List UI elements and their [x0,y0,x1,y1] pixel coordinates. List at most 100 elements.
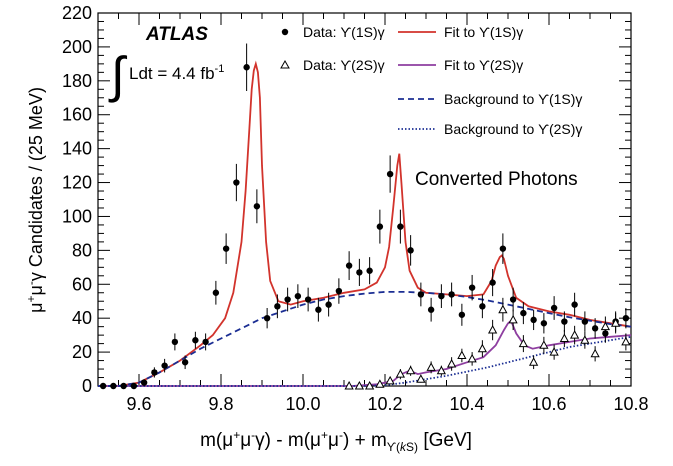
legend-label: Background to ϒ(1S)γ [444,91,582,107]
data-point-2s [344,380,354,390]
axis-label-part: - [339,428,343,442]
legend-label: Fit to ϒ(2S)γ [444,57,523,73]
luminosity-prefix: Ldt = 4.4 fb [129,64,215,83]
data-point-2s [436,365,447,375]
axis-label-part: k [400,440,407,454]
y-tick-label: 40 [72,308,92,328]
luminosity-exponent: -1 [215,63,225,75]
axis-label-part: + [24,296,38,303]
x-tick-label: 10.4 [449,394,484,414]
data-point-1s [591,325,599,332]
experiment-label: ATLAS [145,24,208,45]
y-tick-label: 80 [72,240,92,260]
data-point-2s [569,330,580,339]
data-point-1s [304,296,312,303]
axis-label-part: μ [26,303,46,313]
fit-curve [98,335,632,387]
x-tick-label: 10.6 [531,394,566,414]
axis-label-part: ϒ( [387,440,400,454]
data-point-2s [416,374,426,383]
y-tick-label: 0 [82,376,92,396]
data-point-2s [610,318,621,327]
y-axis-label: μ+μ-γ Candidates / (25 MeV) [24,87,46,313]
axis-label-part: S) [406,440,418,454]
axis-label-part: μ [328,430,339,451]
data-point-2s [467,353,477,363]
axis-label-part: + [233,428,240,442]
x-axis-label: m(μ+μ-γ) - m(μ+μ-) + mϒ(kS) [GeV] [200,428,472,454]
data-point-2s [559,333,570,343]
x-tick-label: 10.0 [285,394,320,414]
data-point-2s [580,335,590,344]
axis-label-part: μ [26,285,46,295]
data-point-1s [181,359,189,366]
data-point-1s [509,296,517,303]
data-point-1s [438,292,445,300]
data-point-2s [528,357,539,366]
data-point-2s [549,347,559,356]
data-point-1s [550,304,558,312]
data-point-1s [366,267,373,274]
data-point-1s [622,314,630,322]
axis-label-part: μ [240,430,251,451]
data-point-2s [539,340,549,349]
data-point-1s [386,170,394,178]
data-point-1s [581,318,589,325]
legend-label: Background to ϒ(2S)γ [444,121,582,137]
y-tick-label: 180 [62,71,92,91]
data-point-1s [397,223,404,230]
data-point-1s [479,303,486,310]
data-point-1s [448,291,455,298]
x-tick-label: 9.8 [208,394,233,414]
data-point-1s [274,303,281,310]
legend-label: Data: ϒ(2S)γ [303,57,385,73]
data-point-1s [120,382,127,390]
fit-curve [98,60,632,387]
data-point-1s [212,289,220,296]
axis-label-part: - [251,428,255,442]
data-point-2s [395,369,406,378]
data-point-2s [426,362,436,371]
legend-label: Data: ϒ(1S)γ [303,24,385,40]
data-point-1s [356,269,363,276]
data-point-1s [499,245,507,252]
data-point-1s [427,306,435,313]
data-point-2s [477,343,488,353]
luminosity-label: Ldt = 4.4 fb-1 [129,63,224,83]
data-points [99,43,631,390]
data-point-2s [590,348,600,358]
axis-label-part: ) + m [343,430,387,451]
y-tick-label: 60 [72,274,92,294]
data-point-2s [385,375,395,385]
data-point-2s [600,321,611,331]
data-point-1s [284,296,291,303]
data-point-2s [518,338,529,348]
legend-label: Fit to ϒ(1S)γ [444,24,523,40]
data-point-1s [161,362,168,369]
data-point-1s [335,287,343,295]
y-tick-label: 20 [72,342,92,362]
data-point-1s [222,245,230,252]
data-point-1s [315,306,322,313]
data-point-2s [446,358,457,368]
data-point-2s [375,379,385,388]
integral-sign: ∫ [108,47,128,103]
data-point-1s [294,292,302,300]
axis-label-part: + [321,428,328,442]
data-point-1s [540,320,548,327]
y-tick-label: 100 [62,206,92,226]
y-tick-label: 200 [62,37,92,57]
data-point-1s [530,316,537,324]
data-point-1s [407,247,414,254]
data-point-1s [233,179,240,186]
x-tick-label: 10.8 [613,394,648,414]
data-point-1s [202,338,209,346]
data-point-2s [457,350,467,359]
axis-label-part: - [24,281,38,285]
data-point-1s [171,338,179,346]
data-point-2s [621,336,631,346]
legend-marker-dot [281,28,289,36]
legend-marker-triangle [280,59,290,69]
fit-curve [98,320,632,387]
